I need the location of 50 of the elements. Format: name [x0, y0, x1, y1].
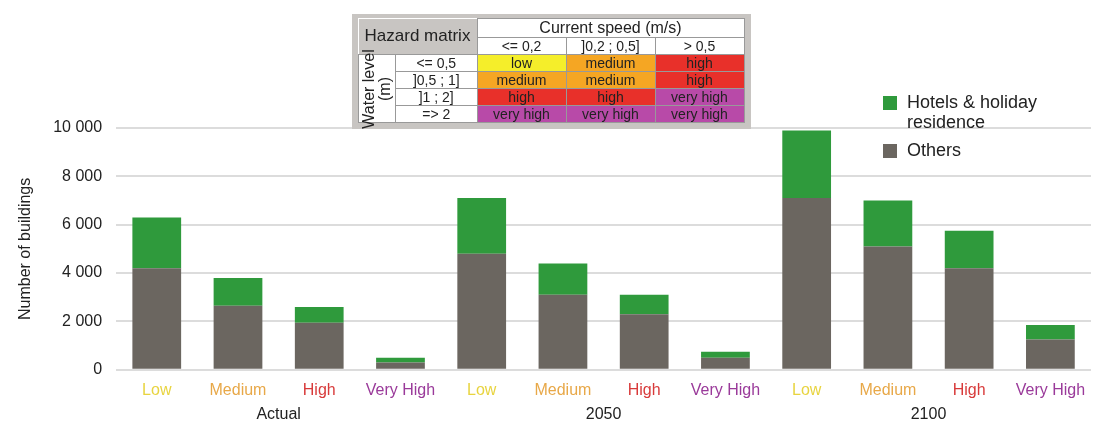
x-tick-label: Low	[467, 380, 497, 398]
bar	[538, 263, 588, 295]
y-tick-label: 0	[93, 360, 103, 378]
bar	[132, 268, 182, 369]
bar	[944, 230, 994, 269]
bar	[619, 294, 669, 315]
bar	[376, 357, 425, 363]
y-tick-label: 10 000	[53, 118, 103, 136]
x-tick-label: Very High	[1015, 380, 1086, 398]
bar	[944, 268, 994, 369]
bar	[294, 322, 344, 369]
legend-label: Hotels & holiday residence	[907, 92, 1039, 132]
bar	[701, 357, 750, 369]
bar	[538, 294, 588, 369]
bar	[132, 217, 182, 269]
x-tick-label: High	[627, 380, 661, 398]
bar	[782, 130, 832, 199]
bar	[376, 362, 425, 369]
x-tick-label: Very High	[690, 380, 761, 398]
bar	[294, 306, 344, 323]
bar	[619, 314, 669, 369]
hazard-matrix-table: Hazard matrix Current speed (m/s) <= 0,2 ]0,2 ; 0,5] > 0,5 Water level (m) <= 0,5 low medium high ]0,5 ; 1] medium medium high ]1 ; 2] high high very high => 2 very high very high very high	[352, 14, 751, 129]
bar	[782, 198, 832, 369]
x-tick-label: High	[302, 380, 336, 398]
annotation: Water level (m)	[360, 47, 393, 131]
text: 2100	[910, 405, 947, 423]
bar	[863, 200, 913, 247]
bar	[1026, 339, 1075, 369]
bar	[213, 305, 263, 369]
x-tick-label: Medium	[859, 380, 917, 398]
y-tick-label: 8 000	[62, 166, 103, 184]
legend-label: Others	[907, 140, 962, 160]
x-tick-label: Medium	[209, 380, 267, 398]
bar	[457, 253, 507, 369]
y-tick-label: 6 000	[62, 215, 103, 233]
bar	[213, 277, 263, 306]
x-tick-label: High	[952, 380, 986, 398]
x-tick-label: Low	[142, 380, 172, 398]
x-tick-label: Very High	[365, 380, 436, 398]
bar	[701, 351, 750, 358]
bar	[863, 246, 913, 369]
y-tick-label: 4 000	[62, 263, 103, 281]
text: Actual	[256, 405, 301, 423]
bar	[1026, 325, 1075, 340]
y-axis-title: Number of buildings	[16, 177, 34, 321]
bar	[457, 198, 507, 254]
x-tick-label: Medium	[534, 380, 592, 398]
x-tick-label: Low	[791, 380, 822, 398]
y-tick-label: 2 000	[62, 311, 103, 329]
text: 2050	[585, 405, 622, 423]
